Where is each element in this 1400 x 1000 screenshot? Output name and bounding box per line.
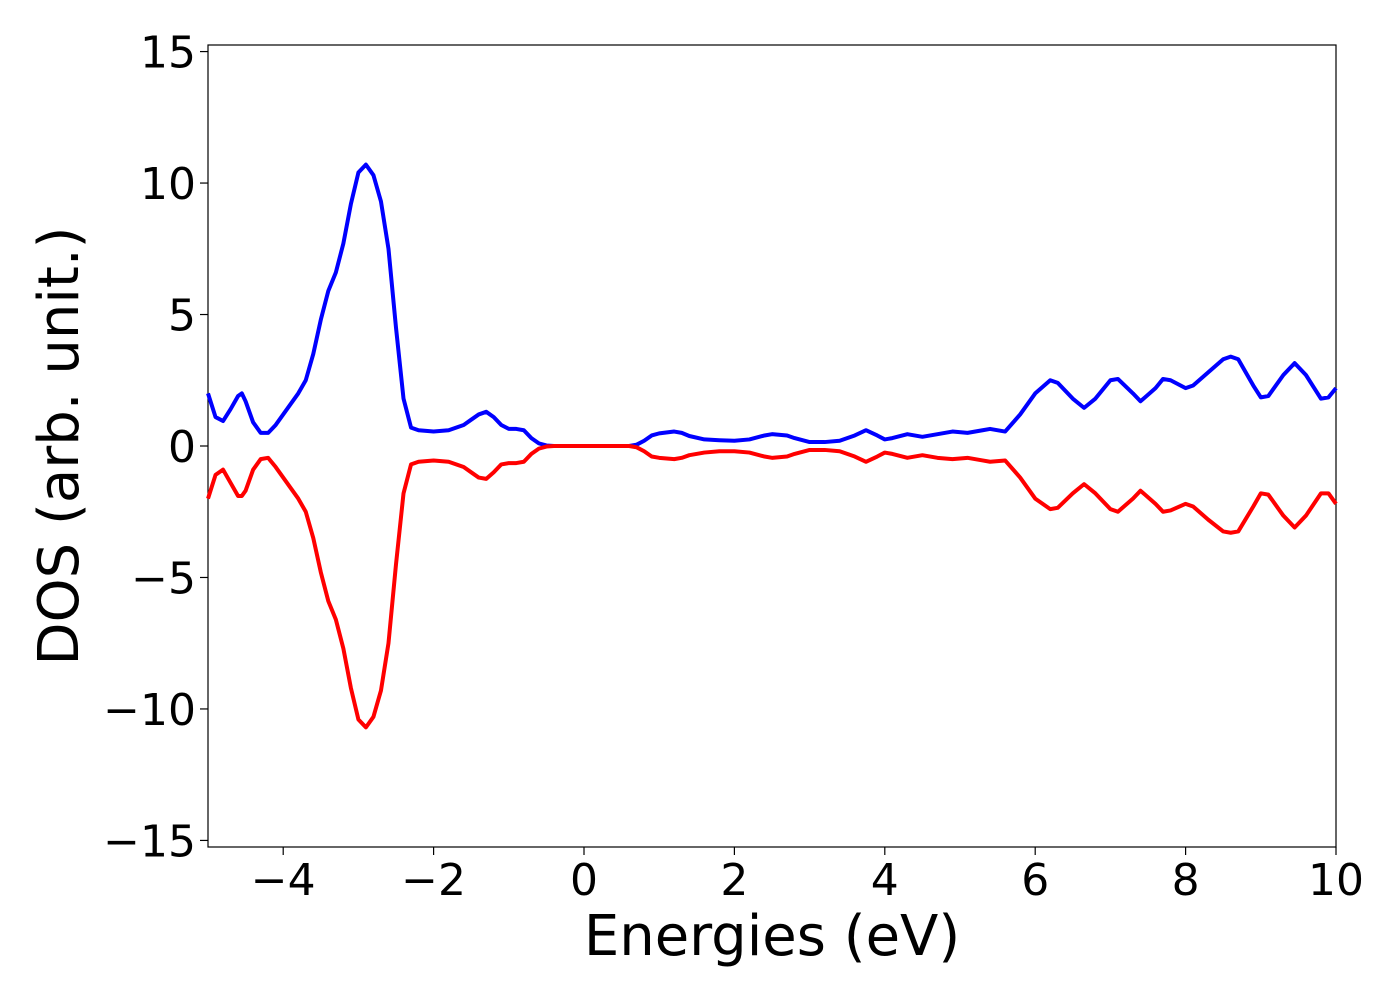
x-tick-label: 8	[1172, 855, 1200, 906]
y-tick-label: −5	[131, 553, 196, 604]
y-tick-label: −10	[103, 685, 196, 736]
y-tick-label: 5	[168, 291, 196, 342]
plot-frame	[207, 44, 1337, 848]
y-axis-label: DOS (arb. unit.)	[27, 226, 92, 665]
x-tick-label: 2	[720, 855, 748, 906]
x-tick-label: 10	[1308, 855, 1364, 906]
x-tick-label: −4	[251, 855, 316, 906]
x-axis-label: Energies (eV)	[584, 904, 960, 969]
series-line	[206, 162, 1338, 448]
y-tick-label: −15	[103, 816, 196, 867]
series-line	[206, 444, 1338, 730]
y-tick-label: 10	[140, 159, 196, 210]
x-tick-label: 4	[871, 855, 899, 906]
x-tick-label: 6	[1021, 855, 1049, 906]
y-tick-label: 0	[168, 422, 196, 473]
x-tick-label: −2	[401, 855, 466, 906]
y-tick-label: 15	[140, 28, 196, 79]
x-tick-label: 0	[570, 855, 598, 906]
